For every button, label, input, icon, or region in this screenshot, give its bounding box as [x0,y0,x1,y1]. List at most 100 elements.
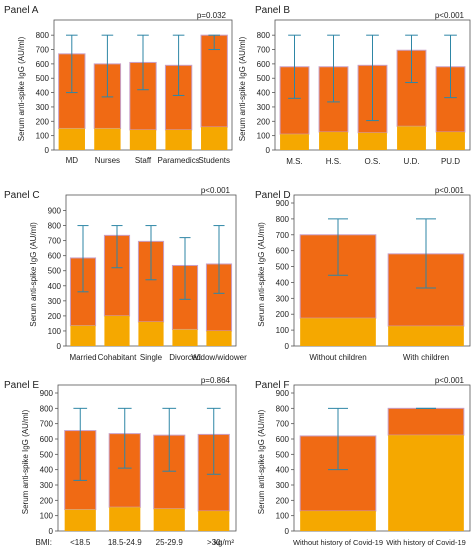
bar-lower [300,511,376,531]
y-axis-label: Serum anti-spike IgG (AU/ml) [17,36,26,141]
x-tick-label: M.S. [286,157,302,166]
p-value: p<0.001 [435,11,465,20]
x-tick-label: Staff [135,156,152,165]
x-tick-label: MD [66,156,79,165]
panel-label: Panel A [4,5,39,16]
bar-lower [129,129,157,150]
y-tick-label: 500 [48,267,62,276]
p-value: p<0.001 [435,186,465,195]
bar-lower [358,132,387,150]
y-tick-label: 300 [276,294,290,303]
y-tick-label: 900 [40,389,54,398]
y-tick-label: 100 [36,132,50,141]
y-tick-label: 500 [257,74,271,83]
y-tick-label: 700 [40,420,54,429]
x-tick-label: With history of Covid-19 [386,538,466,547]
x-tick-label: Without children [309,353,366,362]
bar-lower [94,128,121,150]
y-tick-label: 300 [36,103,50,112]
y-tick-label: 200 [276,310,290,319]
x-tick-label: >30 [207,538,221,547]
y-tick-label: 400 [257,89,271,98]
y-tick-label: 600 [48,252,62,261]
y-tick-label: 100 [40,512,54,521]
x-tick-label: H.S. [326,157,342,166]
panel-label: Panel C [4,190,40,201]
y-tick-label: 800 [276,215,290,224]
x-tick-label: Students [198,156,230,165]
x-tick-label: Divorced [169,353,201,362]
x-tick-label: 25-29.9 [156,538,184,547]
y-tick-label: 600 [257,60,271,69]
x-tick-label: Married [69,353,96,362]
y-tick-label: 700 [276,420,290,429]
p-value: p<0.001 [201,186,231,195]
x-tick-label: PU.D [441,157,460,166]
y-tick-label: 0 [285,342,290,351]
x-tick-label: Without history of Covid-19 [293,538,383,547]
y-tick-label: 400 [276,278,290,287]
y-tick-label: 800 [48,222,62,231]
y-tick-label: 600 [36,60,50,69]
y-axis-label: Serum anti-spike IgG (AU/ml) [29,222,38,327]
y-tick-label: 0 [266,146,271,155]
bar-lower [436,132,465,150]
plot-frame [57,384,237,532]
y-tick-label: 400 [48,282,62,291]
bar-lower [388,435,464,531]
plot-frame [293,384,471,532]
y-tick-label: 100 [276,512,290,521]
y-tick-label: 0 [57,342,62,351]
x-tick-label: Paramedics [157,156,199,165]
x-tick-label: 18.5-24.9 [108,538,142,547]
x-tick-label: U.D. [404,157,420,166]
y-tick-label: 800 [40,404,54,413]
bar-lower [280,134,309,150]
bar-lower [109,507,141,531]
y-tick-label: 600 [276,435,290,444]
y-tick-label: 0 [49,527,54,536]
y-tick-label: 0 [45,146,50,155]
panel-label: Panel F [255,380,289,391]
y-tick-label: 700 [276,231,290,240]
y-tick-label: 100 [257,132,271,141]
y-axis-label: Serum anti-spike IgG (AU/ml) [238,36,247,141]
bar-lower [165,129,192,150]
y-tick-label: 200 [40,496,54,505]
panel-label: Panel E [4,380,39,391]
y-tick-label: 300 [40,481,54,490]
y-tick-label: 200 [276,496,290,505]
y-tick-label: 500 [276,263,290,272]
bar-lower [172,329,198,346]
p-value: p=0.032 [197,11,227,20]
y-tick-label: 900 [48,207,62,216]
y-tick-label: 500 [276,450,290,459]
x-tick-label: Widow/widower [191,353,247,362]
panel-label: Panel B [255,5,290,16]
x-tick-label: <18.5 [70,538,91,547]
y-tick-label: 400 [40,466,54,475]
bar-upper [200,34,228,128]
y-tick-label: 700 [48,237,62,246]
bar-lower [104,315,130,346]
y-tick-label: 300 [257,103,271,112]
bar-lower [319,132,348,150]
x-axis-prefix: BMI: [36,538,52,547]
y-tick-label: 700 [257,46,271,55]
y-tick-label: 800 [257,31,271,40]
bar-lower [198,511,230,531]
panel-label: Panel D [255,190,291,201]
bar-upper [387,407,465,436]
y-tick-label: 400 [276,466,290,475]
y-tick-label: 800 [36,31,50,40]
y-tick-label: 700 [36,46,50,55]
bar-lower [388,326,464,346]
x-tick-label: With children [403,353,449,362]
y-tick-label: 600 [40,435,54,444]
y-tick-label: 500 [40,450,54,459]
p-value: p=0.864 [201,376,231,385]
bar-lower [70,325,96,346]
y-tick-label: 200 [48,312,62,321]
y-tick-label: 100 [276,326,290,335]
